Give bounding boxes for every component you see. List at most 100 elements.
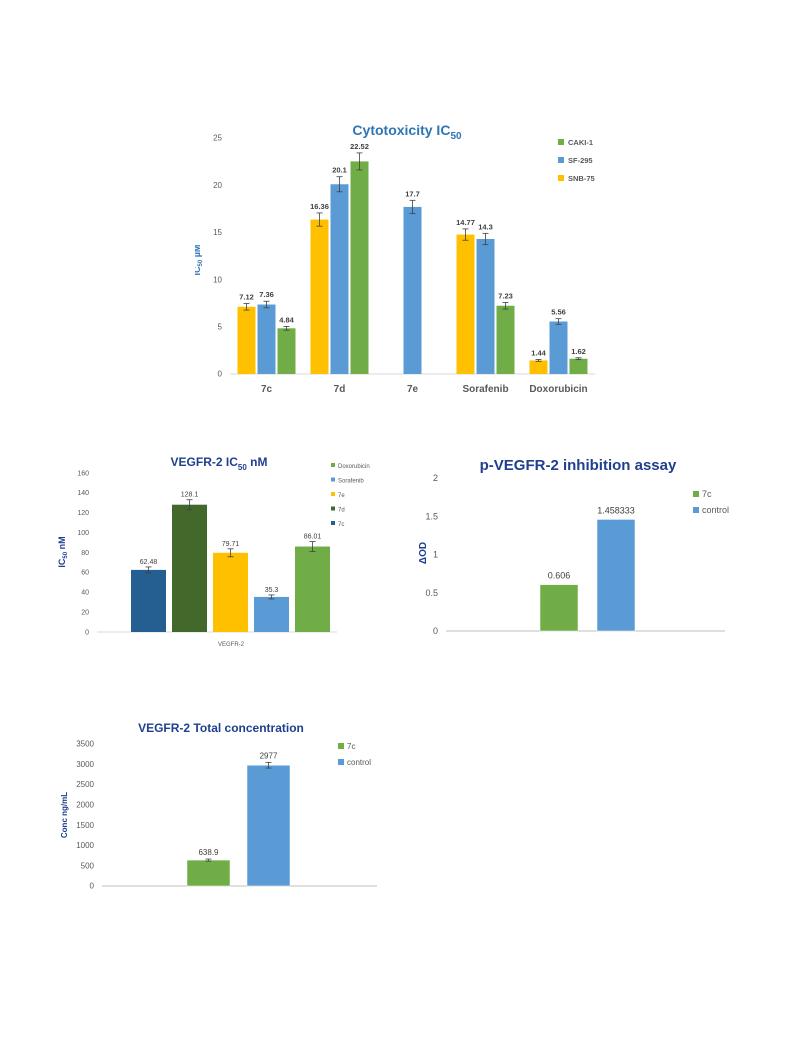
legend-label: SF-295 xyxy=(568,156,593,165)
x-axis-label: VEGFR-2 xyxy=(218,642,245,648)
legend-swatch xyxy=(338,759,344,765)
bar xyxy=(246,764,291,887)
data-label: 17.7 xyxy=(405,189,420,198)
y-tick-label: 1000 xyxy=(76,841,94,850)
y-tick-label: 1 xyxy=(433,550,438,560)
y-axis-label: IC50 nM xyxy=(57,536,69,567)
p-vegfr2-inhibition-chart: p-VEGFR-2 inhibition assay ΔOD 0 0.5 1 1.5 2… xyxy=(418,457,729,636)
data-label: 4.84 xyxy=(279,315,294,324)
data-label: 7.23 xyxy=(498,291,513,300)
legend-swatch xyxy=(693,491,699,497)
y-tick-label: 3000 xyxy=(76,760,94,769)
legend-swatch xyxy=(693,507,699,513)
y-tick-label: 120 xyxy=(77,510,89,517)
bar xyxy=(295,546,330,632)
legend-label: 7c xyxy=(347,742,355,751)
bar xyxy=(350,161,369,374)
legend-label: control xyxy=(702,505,729,515)
data-label: 0.606 xyxy=(548,571,571,581)
chart-title: VEGFR-2 Total concentration xyxy=(138,721,304,735)
bar xyxy=(539,584,579,632)
data-label: 14.3 xyxy=(478,222,493,231)
y-tick-label: 160 xyxy=(77,470,89,477)
legend-swatch xyxy=(558,157,564,163)
y-tick-label: 100 xyxy=(77,530,89,537)
bar xyxy=(213,552,248,632)
data-label: 22.52 xyxy=(350,142,369,151)
data-label: 14.77 xyxy=(456,218,475,227)
legend-label: Doxorubicin xyxy=(338,464,370,470)
legend-label: control xyxy=(347,758,371,767)
data-label: 2977 xyxy=(260,751,278,760)
data-label: 20.1 xyxy=(332,166,347,175)
data-label: 128.1 xyxy=(181,492,199,499)
y-tick-label: 0 xyxy=(85,629,89,636)
chart-title: p-VEGFR-2 inhibition assay xyxy=(480,457,677,474)
legend-label: SNB-75 xyxy=(568,174,595,183)
vegfr2-total-concentration-chart: VEGFR-2 Total concentration Conc ng/mL 0… xyxy=(60,721,377,891)
bar xyxy=(529,360,548,374)
y-tick-label: 2 xyxy=(433,473,438,483)
bar xyxy=(277,328,296,374)
legend-label: 7c xyxy=(338,522,344,528)
chart-title: VEGFR-2 IC50 nM xyxy=(171,455,268,472)
legend-swatch xyxy=(331,477,335,482)
category-label: 7e xyxy=(407,384,419,395)
legend-label: 7e xyxy=(338,493,345,499)
bar xyxy=(310,219,329,374)
data-label: 1.44 xyxy=(531,348,546,357)
y-tick-label: 0.5 xyxy=(425,588,438,598)
data-label: 86.01 xyxy=(304,534,322,541)
y-tick-label: 40 xyxy=(81,590,89,597)
category-label: Doxorubicin xyxy=(529,384,587,395)
y-tick-label: 15 xyxy=(213,228,222,237)
legend-swatch xyxy=(331,506,335,511)
legend-swatch xyxy=(558,139,564,145)
data-label: 79.71 xyxy=(222,541,240,548)
y-axis-label: Conc ng/mL xyxy=(60,792,69,838)
legend-label: 7d xyxy=(338,508,345,514)
data-label: 16.36 xyxy=(310,202,329,211)
category-label: 7c xyxy=(261,384,273,395)
y-tick-label: 10 xyxy=(213,275,222,284)
bar xyxy=(476,239,495,374)
bar xyxy=(172,504,207,632)
data-label: 35.3 xyxy=(265,587,279,594)
data-label: 7.36 xyxy=(259,290,274,299)
bar xyxy=(254,596,289,632)
vegfr2-ic50-chart: VEGFR-2 IC50 nM IC50 nM VEGFR-2 0 20 40 60 8… xyxy=(57,455,370,648)
y-axis-label: ΔOD xyxy=(418,542,429,564)
legend-label: CAKI-1 xyxy=(568,138,593,147)
bar xyxy=(569,358,588,374)
y-tick-label: 60 xyxy=(81,570,89,577)
y-tick-label: 1.5 xyxy=(425,511,438,521)
y-tick-label: 20 xyxy=(81,609,89,616)
bar xyxy=(456,234,475,374)
data-label: 1.458333 xyxy=(597,505,635,515)
y-tick-label: 3500 xyxy=(76,740,94,749)
data-label: 638.9 xyxy=(198,848,219,857)
legend-swatch xyxy=(331,463,335,467)
y-tick-label: 0 xyxy=(218,370,223,379)
cytotoxicity-chart: Cytotoxicity IC50 IC50 µM 0 5 10 15 20 25 7.1… xyxy=(195,122,595,395)
category-label: Sorafenib xyxy=(462,384,508,395)
data-label: 62.48 xyxy=(140,559,158,566)
y-tick-label: 80 xyxy=(81,550,89,557)
bar xyxy=(131,569,166,632)
y-tick-label: 500 xyxy=(81,861,95,870)
y-tick-label: 140 xyxy=(77,490,89,497)
bar xyxy=(403,206,422,374)
legend-label: 7c xyxy=(702,489,712,499)
category-label: 7d xyxy=(334,384,346,395)
chart-title: Cytotoxicity IC50 xyxy=(352,122,462,142)
data-label: 1.62 xyxy=(571,347,586,356)
data-label: 7.12 xyxy=(239,292,254,301)
y-tick-label: 1500 xyxy=(76,821,94,830)
y-tick-label: 5 xyxy=(218,322,223,331)
legend-swatch xyxy=(331,521,335,525)
bar xyxy=(596,519,636,632)
bar xyxy=(496,305,515,374)
y-axis-label: IC50 µM xyxy=(195,245,204,276)
y-tick-label: 25 xyxy=(213,134,222,143)
legend-swatch xyxy=(338,743,344,749)
